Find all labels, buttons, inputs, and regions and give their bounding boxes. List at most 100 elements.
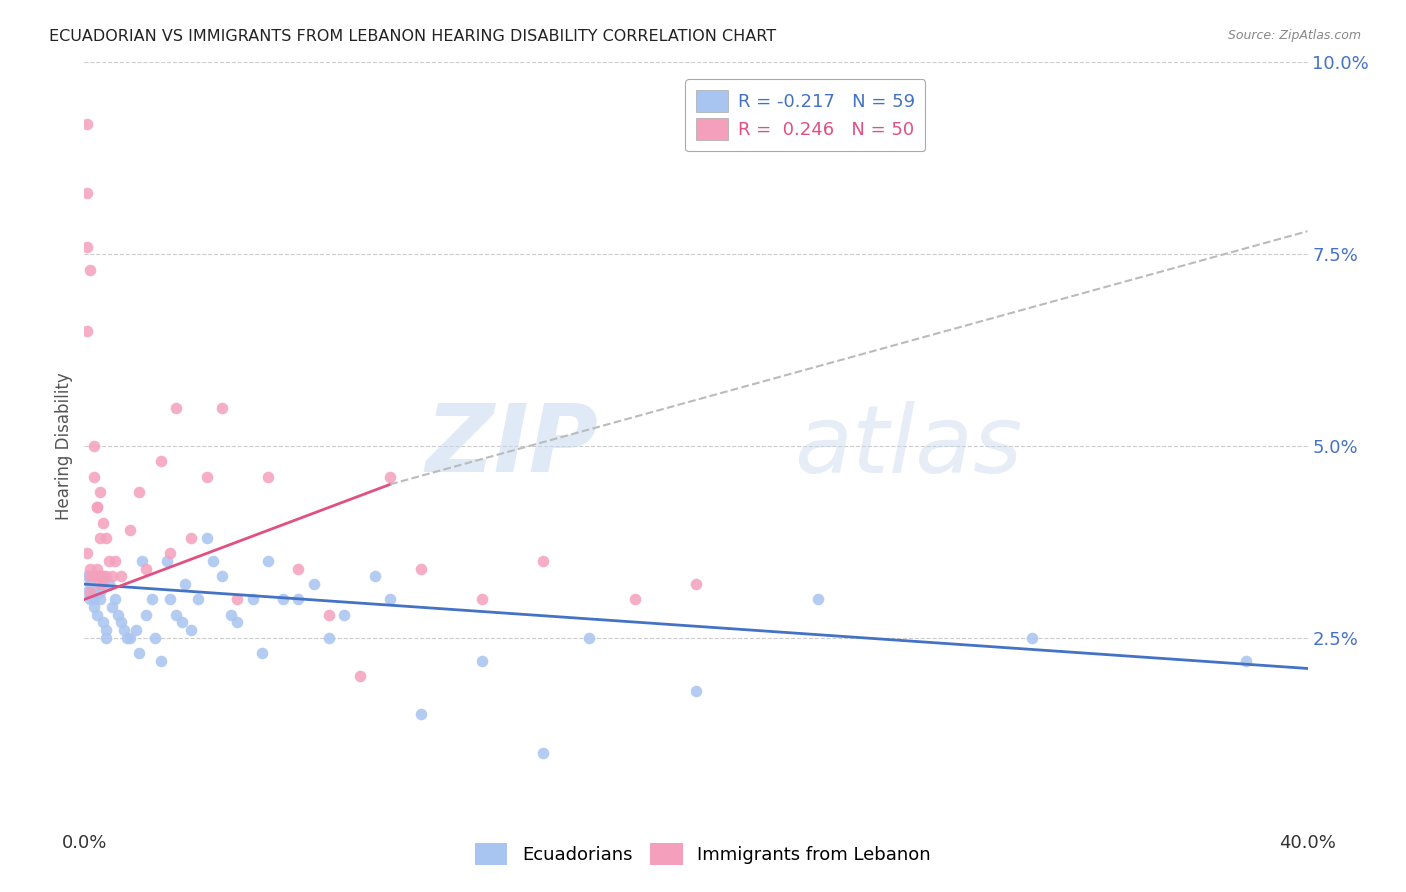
Point xyxy=(83,584,105,599)
Point xyxy=(471,654,494,668)
Point xyxy=(287,562,309,576)
Text: ECUADORIAN VS IMMIGRANTS FROM LEBANON HEARING DISABILITY CORRELATION CHART: ECUADORIAN VS IMMIGRANTS FROM LEBANON HE… xyxy=(49,29,776,45)
Point xyxy=(89,584,111,599)
Point xyxy=(91,569,114,583)
Point xyxy=(79,262,101,277)
Point xyxy=(165,401,187,415)
Point xyxy=(86,607,108,622)
Point xyxy=(91,615,114,630)
Point xyxy=(110,569,132,583)
Point xyxy=(211,401,233,415)
Point xyxy=(97,554,120,568)
Point xyxy=(89,569,111,583)
Point xyxy=(79,584,101,599)
Text: Source: ZipAtlas.com: Source: ZipAtlas.com xyxy=(1227,29,1361,43)
Point xyxy=(79,577,101,591)
Point xyxy=(172,615,194,630)
Point xyxy=(180,623,202,637)
Point xyxy=(110,615,132,630)
Point xyxy=(89,485,111,500)
Point xyxy=(211,569,233,583)
Point xyxy=(86,500,108,515)
Point xyxy=(302,577,325,591)
Point xyxy=(76,117,98,131)
Point xyxy=(380,469,402,483)
Point xyxy=(76,186,98,200)
Point xyxy=(83,569,105,583)
Point xyxy=(149,454,172,468)
Point xyxy=(242,592,264,607)
Point xyxy=(79,592,101,607)
Point xyxy=(94,631,117,645)
Point xyxy=(89,592,111,607)
Point xyxy=(125,623,148,637)
Point xyxy=(226,615,249,630)
Point xyxy=(89,577,111,591)
Point xyxy=(318,607,340,622)
Point xyxy=(250,646,273,660)
Y-axis label: Hearing Disability: Hearing Disability xyxy=(55,372,73,520)
Point xyxy=(141,592,163,607)
Point xyxy=(89,531,111,545)
Point xyxy=(201,554,224,568)
Text: ZIP: ZIP xyxy=(425,400,598,492)
Point xyxy=(159,546,181,560)
Point xyxy=(101,569,124,583)
Point xyxy=(79,569,101,583)
Point xyxy=(409,562,432,576)
Point xyxy=(83,569,105,583)
Point xyxy=(226,592,249,607)
Point xyxy=(131,554,153,568)
Point xyxy=(257,554,280,568)
Point xyxy=(318,631,340,645)
Point xyxy=(195,469,218,483)
Point xyxy=(531,746,554,760)
Point xyxy=(219,607,242,622)
Point xyxy=(624,592,647,607)
Point xyxy=(112,623,135,637)
Point xyxy=(471,592,494,607)
Point xyxy=(76,569,98,583)
Point xyxy=(83,469,105,483)
Point xyxy=(531,554,554,568)
Point xyxy=(143,631,166,645)
Point xyxy=(83,592,105,607)
Point xyxy=(89,569,111,583)
Point xyxy=(91,516,114,530)
Point xyxy=(104,592,127,607)
Point xyxy=(91,577,114,591)
Point xyxy=(115,631,138,645)
Point xyxy=(79,562,101,576)
Point xyxy=(120,631,142,645)
Point xyxy=(76,584,98,599)
Point xyxy=(86,500,108,515)
Point xyxy=(333,607,356,622)
Point xyxy=(180,531,202,545)
Legend: R = -0.217   N = 59, R =  0.246   N = 50: R = -0.217 N = 59, R = 0.246 N = 50 xyxy=(685,79,925,151)
Point xyxy=(76,546,98,560)
Point xyxy=(380,592,402,607)
Point xyxy=(135,562,157,576)
Point xyxy=(149,654,172,668)
Point xyxy=(271,592,294,607)
Point xyxy=(128,646,150,660)
Point xyxy=(156,554,179,568)
Point xyxy=(165,607,187,622)
Legend: Ecuadorians, Immigrants from Lebanon: Ecuadorians, Immigrants from Lebanon xyxy=(468,836,938,872)
Point xyxy=(807,592,830,607)
Point xyxy=(104,554,127,568)
Point xyxy=(159,592,181,607)
Point xyxy=(685,577,707,591)
Point xyxy=(1021,631,1043,645)
Point xyxy=(76,239,98,253)
Point xyxy=(83,600,105,615)
Point xyxy=(287,592,309,607)
Point xyxy=(107,607,129,622)
Point xyxy=(97,577,120,591)
Point xyxy=(101,600,124,615)
Point xyxy=(86,562,108,576)
Text: atlas: atlas xyxy=(794,401,1022,491)
Point xyxy=(128,485,150,500)
Point xyxy=(135,607,157,622)
Point xyxy=(94,531,117,545)
